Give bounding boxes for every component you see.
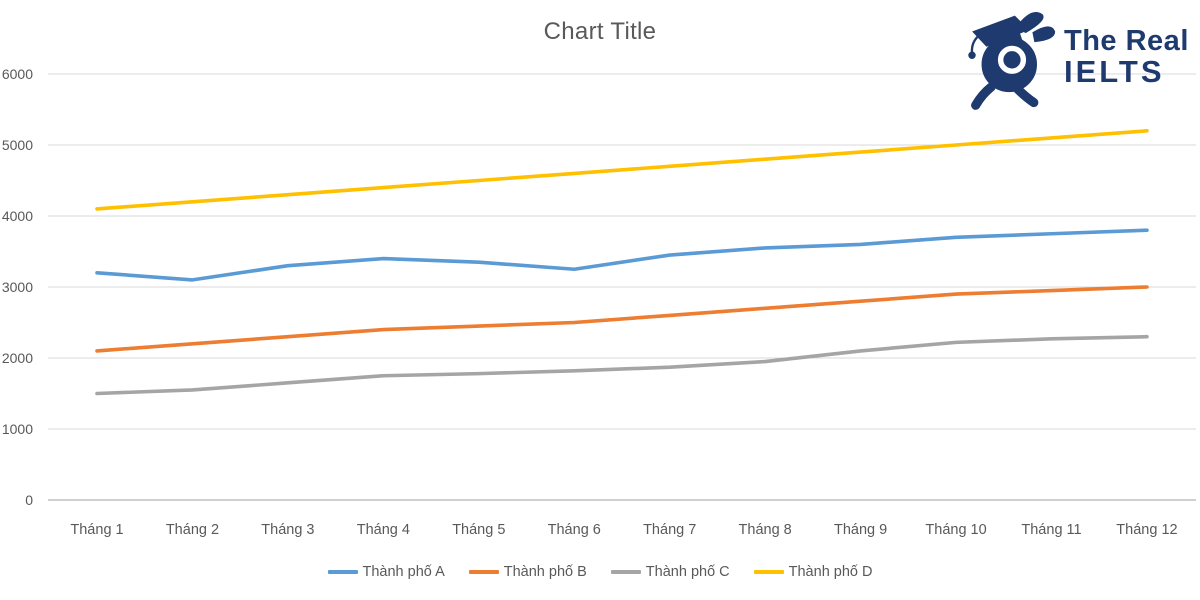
legend-label: Thành phố D: [788, 564, 873, 580]
series-line-Thành phố A: [95, 228, 1149, 282]
x-tick-label: Tháng 11: [1021, 522, 1082, 538]
legend-label: Thành phố B: [503, 564, 587, 580]
legend-item: Thành phố C: [610, 564, 730, 580]
y-tick-label: 3000: [1, 279, 33, 295]
x-tick-label: Tháng 12: [1116, 522, 1178, 538]
y-tick-label: 2000: [1, 350, 33, 366]
legend-label: Thành phố A: [362, 564, 445, 580]
legend-item: Thành phố D: [753, 564, 873, 580]
legend-label: Thành phố C: [645, 564, 730, 580]
legend-swatch: [327, 570, 358, 574]
logo-text-line1: The Real: [1064, 25, 1189, 57]
y-tick-label: 0: [25, 492, 33, 508]
legend-swatch: [468, 570, 499, 574]
chart-title: Chart Title: [543, 18, 657, 45]
series-line-Thành phố B: [95, 285, 1149, 353]
y-tick-label: 1000: [1, 421, 33, 437]
y-tick-label: 5000: [1, 137, 33, 153]
x-tick-label: Tháng 2: [165, 522, 220, 538]
chart-legend: Thành phố A Thành phố B Thành phố C Thành p…: [0, 562, 1200, 582]
y-tick-label: 4000: [1, 208, 33, 224]
legend-swatch: [753, 570, 784, 574]
snail-graduate-mascot-icon: [968, 11, 1056, 110]
y-tick-label: 6000: [1, 66, 33, 82]
legend-item: Thành phố B: [468, 564, 587, 580]
series-line-Thành phố C: [95, 334, 1149, 396]
legend-swatch: [610, 570, 641, 574]
x-tick-label: Tháng 4: [356, 522, 410, 538]
the-real-ielts-logo: The Real IELTS: [962, 4, 1192, 110]
logo-text-line2: IELTS: [1064, 54, 1165, 90]
x-tick-label: Tháng 6: [547, 522, 601, 538]
x-tick-label: Tháng 9: [833, 522, 888, 538]
series-line-Thành phố D: [95, 129, 1149, 211]
legend-item: Thành phố A: [327, 564, 445, 580]
x-tick-label: Tháng 10: [925, 522, 987, 538]
x-tick-label: Tháng 1: [70, 522, 124, 538]
x-tick-label: Tháng 7: [643, 522, 697, 538]
x-tick-label: Tháng 5: [452, 522, 506, 538]
x-tick-label: Tháng 3: [261, 522, 315, 538]
x-tick-label: Tháng 8: [738, 522, 792, 538]
